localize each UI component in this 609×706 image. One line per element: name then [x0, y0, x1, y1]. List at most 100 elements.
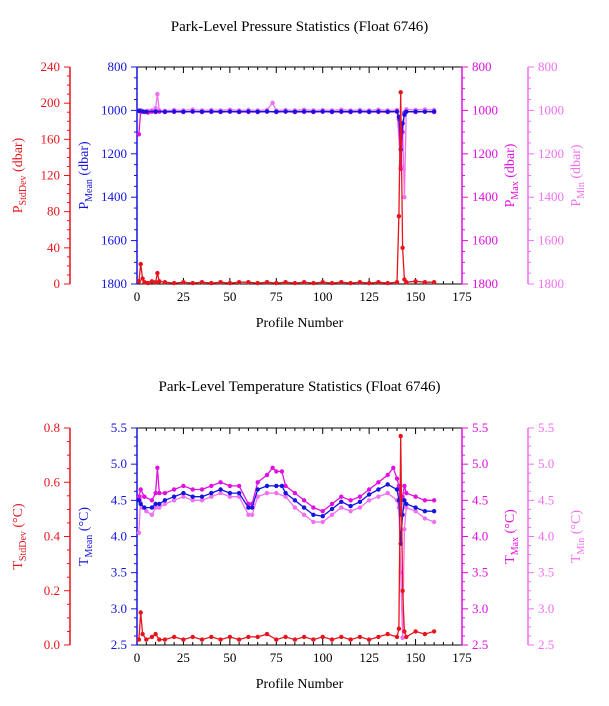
data-point-stddev — [181, 637, 186, 642]
data-point-mean — [227, 109, 233, 114]
data-point-min — [190, 498, 195, 503]
series-max — [136, 108, 437, 172]
data-point-min — [149, 512, 155, 517]
mean-tick-label: 1600 — [101, 233, 127, 248]
data-point-mean — [292, 498, 298, 503]
data-point-min — [320, 519, 325, 525]
max-tick-label: 5.5 — [472, 420, 488, 435]
data-point-max — [311, 505, 316, 510]
data-point-mean — [255, 487, 260, 492]
data-point-stddev — [145, 280, 151, 286]
data-point-min — [283, 494, 288, 499]
data-point-stddev — [255, 280, 260, 286]
stddev-axis-label: TStdDev (°C) — [11, 503, 29, 570]
data-point-max — [274, 469, 279, 474]
mean-tick-label: 5.5 — [111, 420, 127, 435]
min-tick-label: 1800 — [538, 276, 564, 291]
max-tick-label: 4.0 — [472, 529, 488, 544]
data-point-stddev — [357, 280, 363, 285]
data-point-min — [311, 519, 316, 525]
data-point-mean — [422, 109, 428, 114]
stddev-axis-label: PStdDev (dbar) — [11, 137, 29, 213]
min-tick-label: 3.0 — [538, 601, 554, 616]
x-tick-label: 125 — [359, 650, 379, 665]
max-tick-label: 1600 — [472, 233, 498, 248]
data-point-min — [402, 527, 407, 532]
data-point-stddev — [149, 279, 155, 284]
series-line-mean — [138, 110, 435, 150]
data-point-max — [422, 498, 428, 503]
x-tick-label: 175 — [452, 650, 472, 665]
series-line-min — [138, 492, 435, 638]
min-tick-label: 1200 — [538, 146, 564, 161]
data-point-stddev — [171, 280, 177, 286]
x-tick-label: 50 — [223, 650, 236, 665]
x-tick-label: 50 — [223, 289, 236, 304]
series-line-max — [138, 109, 435, 170]
data-point-mean — [385, 109, 390, 114]
chart-panel-1: Park-Level Pressure Statistics (Float 67… — [11, 19, 587, 331]
data-point-stddev — [140, 631, 145, 637]
data-point-max — [431, 498, 437, 503]
chart-title: Park-Level Pressure Statistics (Float 67… — [171, 19, 428, 35]
data-point-stddev — [140, 276, 145, 281]
data-point-stddev — [149, 634, 155, 640]
data-point-max — [279, 469, 285, 474]
x-tick-label: 100 — [313, 289, 333, 304]
data-point-stddev — [396, 626, 402, 631]
data-point-stddev — [339, 280, 344, 285]
stddev-tick-label: 200 — [41, 95, 61, 110]
data-point-min — [366, 498, 372, 503]
data-point-mean — [366, 109, 372, 114]
data-point-stddev — [394, 634, 400, 640]
data-point-mean — [236, 109, 242, 114]
data-point-stddev — [301, 280, 307, 285]
data-point-stddev — [190, 280, 195, 286]
data-point-min — [246, 512, 251, 517]
data-point-mean — [311, 512, 316, 517]
data-point-mean — [209, 109, 214, 114]
data-point-min — [274, 490, 279, 496]
data-point-max — [404, 490, 409, 496]
data-point-mean — [181, 490, 186, 496]
data-point-mean — [162, 498, 168, 503]
data-point-max — [209, 483, 214, 489]
data-point-max — [366, 487, 372, 492]
data-point-mean — [142, 505, 147, 510]
min-tick-label: 5.5 — [538, 420, 554, 435]
data-point-max — [320, 509, 325, 514]
series-min — [136, 490, 437, 640]
x-tick-label: 125 — [359, 289, 379, 304]
min-tick-label: 3.5 — [538, 565, 554, 580]
data-point-min — [144, 509, 149, 514]
x-tick-label: 0 — [134, 289, 141, 304]
max-tick-label: 3.0 — [472, 601, 488, 616]
data-point-mean — [357, 109, 363, 114]
data-point-mean — [404, 501, 409, 507]
stddev-tick-label: 0.4 — [44, 529, 61, 544]
mean-tick-label: 3.5 — [111, 565, 127, 580]
min-tick-label: 1400 — [538, 189, 564, 204]
data-point-stddev — [227, 634, 233, 640]
stddev-tick-label: 40 — [47, 240, 60, 255]
data-point-min — [385, 490, 390, 496]
data-point-mean — [144, 109, 149, 114]
chart-title: Park-Level Temperature Statistics (Float… — [159, 379, 441, 395]
data-point-stddev — [199, 637, 205, 642]
data-point-min — [422, 516, 428, 521]
data-point-stddev — [422, 280, 428, 285]
data-point-mean — [274, 483, 279, 489]
data-point-min — [218, 490, 223, 496]
data-point-mean — [301, 505, 307, 510]
data-point-mean — [236, 490, 242, 496]
data-point-stddev — [157, 637, 162, 642]
data-point-mean — [422, 509, 428, 514]
x-tick-label: 0 — [134, 650, 141, 665]
data-point-mean — [246, 109, 251, 114]
data-point-max — [391, 465, 396, 470]
data-point-mean — [376, 487, 381, 492]
data-point-mean — [402, 498, 407, 503]
data-point-min — [136, 530, 142, 536]
data-point-stddev — [376, 634, 381, 640]
